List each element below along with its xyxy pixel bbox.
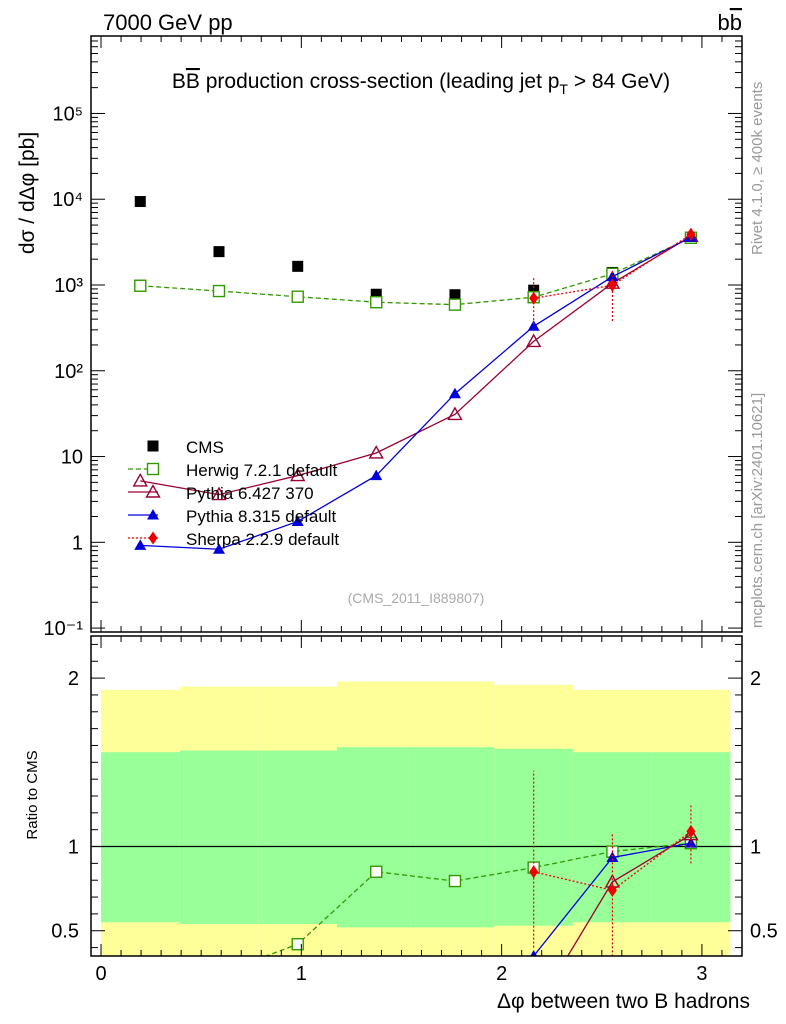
herwig-7-2-1-default-point	[134, 279, 147, 292]
sherpa-2-2-9-default-point	[686, 227, 696, 241]
header-left: 7000 GeV pp	[103, 10, 233, 35]
herwig-7-2-1-default-point	[370, 296, 383, 309]
ratio-pythia-8-315-default-point	[606, 851, 619, 862]
ratio-y-tick-label-left: 0.5	[51, 921, 79, 943]
ratio-y-tick-label-right: 2	[750, 668, 761, 690]
cms-point	[213, 246, 225, 258]
y-tick-label: 10⁵	[52, 103, 83, 125]
pythia-8-315-default-point	[134, 539, 147, 550]
main-axis-ticks: 10⁻¹ 1 10 10² 10³ 10⁴ 10⁵	[44, 35, 743, 640]
ratio-x-tick-label: 1	[296, 963, 307, 985]
herwig-7-2-1-default-point	[212, 284, 226, 298]
legend-marker-pythia-8-315-default	[147, 509, 159, 520]
ratio-x-tick-label: 3	[696, 963, 707, 985]
ratio-y-tick-label-left: 2	[68, 668, 79, 690]
title-b2: B	[186, 70, 200, 93]
main-title: BB production cross-section (leading jet…	[172, 70, 670, 97]
green-band	[258, 750, 337, 924]
ratio-sherpa-2-2-9-default-point	[686, 824, 696, 838]
pythia-6-427-370-point	[525, 333, 542, 348]
ratio-y-tick-label-right: 1	[750, 837, 761, 859]
herwig-7-2-1-default-line	[140, 237, 692, 306]
y-tick-label: 10³	[54, 275, 83, 297]
main-frame	[90, 35, 743, 633]
ratio-pythia-8-315-default-point	[530, 950, 538, 956]
title-tail: > 84 GeV)	[568, 70, 670, 93]
green-band	[336, 747, 416, 928]
y-tick-label: 10⁴	[52, 189, 83, 211]
legend-label-pythia-8-315-default: Pythia 8.315 default	[186, 507, 337, 526]
ratio-data-layer	[264, 770, 699, 956]
cms-point	[292, 260, 304, 272]
sherpa-2-2-9-default-point	[607, 278, 617, 292]
ratio-sherpa-2-2-9-default-point	[607, 883, 617, 897]
ratio-herwig-7-2-1-default-point	[291, 938, 304, 951]
main-data-layer	[132, 196, 699, 554]
ratio-frame	[90, 635, 743, 957]
ratio-y-tick-label-right: 0.5	[750, 921, 778, 943]
legend-label-sherpa-2-2-9-default: Sherpa 2.2.9 default	[186, 530, 339, 549]
green-band	[572, 752, 652, 923]
y-tick-label: 10²	[54, 361, 83, 383]
mcplots-label: mcplots.cern.ch [arXiv:2401.10621]	[749, 393, 766, 628]
legend-marker-sherpa-2-2-9-default	[148, 531, 158, 545]
pythia-8-315-default-point	[448, 387, 461, 399]
ratio-ylabel: Ratio to CMS	[24, 750, 41, 839]
legend-marker-pythia-6-427-370	[145, 484, 161, 498]
legend: CMS Herwig 7.2.1 default Pythia 6.427 370 P…	[128, 438, 339, 549]
herwig-7-2-1-default-point	[448, 298, 462, 311]
green-band	[179, 750, 259, 924]
ratio-herwig-7-2-1-default-point	[370, 865, 383, 878]
header-right-bar: b	[730, 10, 742, 35]
pythia-6-427-370-point	[290, 467, 306, 482]
pythia-6-427-370-point	[211, 486, 227, 501]
ratio-xlabel: Δφ between two B hadrons	[497, 990, 750, 1013]
ratio-bands	[91, 681, 742, 956]
green-band	[415, 747, 495, 928]
legend-label-cms: CMS	[186, 438, 224, 457]
legend-marker-herwig-7-2-1-default	[146, 462, 160, 476]
pythia-8-315-default-point	[370, 469, 383, 481]
legend-label-pythia-6-427-370: Pythia 6.427 370	[186, 484, 314, 503]
ratio-x-tick-label: 0	[95, 963, 106, 985]
title-sub: T	[559, 81, 568, 97]
legend-marker-cms	[147, 440, 159, 452]
header-right-main: b	[718, 10, 730, 35]
ratio-pythia-6-427-370-point	[683, 826, 699, 841]
pythia-8-315-default-line	[140, 236, 692, 550]
main-ylabel: dσ / dΔφ [pb]	[16, 132, 39, 254]
ratio-x-tick-label: 2	[496, 963, 507, 985]
pythia-6-427-370-point	[368, 445, 384, 459]
y-tick-label: 10	[61, 447, 83, 469]
rivet-label: Rivet 4.1.0, ≥ 400k events	[749, 82, 766, 255]
herwig-7-2-1-default-point	[291, 290, 304, 303]
y-tick-label: 1	[72, 532, 83, 554]
pythia-8-315-default-point	[291, 515, 304, 526]
main-panel: 10⁻¹ 1 10 10² 10³ 10⁴ 10⁵ BB production cross-…	[16, 35, 743, 640]
pythia-6-427-370-line	[140, 235, 692, 496]
legend-label-herwig-7-2-1-default: Herwig 7.2.1 default	[186, 461, 337, 480]
pythia-8-315-default-point	[527, 320, 540, 331]
green-band	[101, 752, 180, 923]
y-tick-label: 10⁻¹	[44, 618, 84, 640]
ratio-axis-ticks: 0.5 0.5 1 1 2 2 0 1 2 3	[51, 636, 778, 985]
ratio-panel: 0.5 0.5 1 1 2 2 0 1 2 3 Ratio to CMS Δφ between t…	[24, 635, 778, 1013]
pythia-6-427-370-point	[447, 406, 463, 421]
ratio-sherpa-2-2-9-default-point	[529, 865, 539, 879]
ratio-herwig-7-2-1-default-point	[448, 874, 462, 888]
ratio-y-tick-label-left: 1	[68, 837, 79, 859]
title-b1: B	[172, 70, 186, 93]
header-right: bb	[718, 10, 743, 35]
ratio-pythia-6-427-370-line	[566, 834, 692, 956]
sherpa-2-2-9-default-point	[529, 291, 539, 305]
cms-point	[449, 289, 461, 301]
title-rest: production cross-section (leading jet p	[200, 70, 560, 93]
pythia-8-315-default-point	[212, 543, 225, 554]
analysis-id: (CMS_2011_I889807)	[348, 590, 485, 606]
pythia-6-427-370-point	[132, 472, 148, 487]
cms-point	[134, 196, 146, 208]
cms-point	[370, 288, 382, 300]
